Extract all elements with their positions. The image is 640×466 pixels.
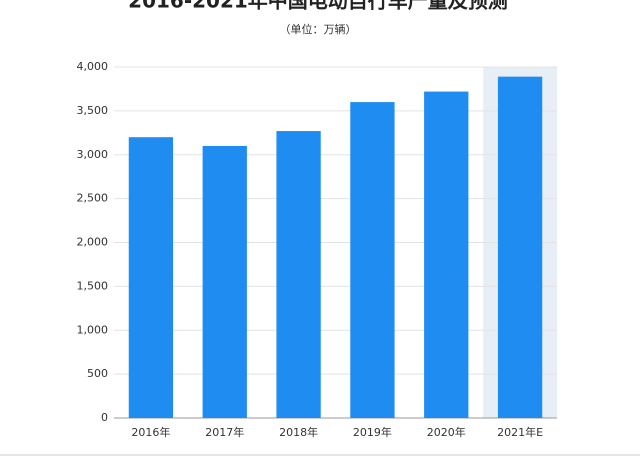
bar xyxy=(497,76,543,418)
y-tick-label: 3,500 xyxy=(77,104,109,117)
bar xyxy=(128,137,174,418)
y-tick-label: 1,500 xyxy=(77,279,109,292)
bar xyxy=(350,102,395,418)
y-tick-label: 0 xyxy=(101,411,108,424)
x-tick-label: 2020年 xyxy=(427,425,466,439)
y-tick-label: 1,000 xyxy=(77,323,109,336)
y-tick-label: 4,000 xyxy=(77,60,109,73)
x-tick-label: 2021年E xyxy=(497,425,543,439)
y-tick-label: 2,500 xyxy=(77,192,109,205)
bar xyxy=(424,91,469,418)
x-tick-label: 2016年 xyxy=(131,425,170,439)
chart-title: 2016-2021年中国电动自行车产量及预测 xyxy=(128,0,508,13)
y-tick-label: 500 xyxy=(87,367,108,380)
x-tick-label: 2018年 xyxy=(279,425,318,439)
y-tick-label: 3,000 xyxy=(77,148,109,161)
bar xyxy=(276,131,321,418)
y-tick-label: 2,000 xyxy=(77,236,109,249)
bar xyxy=(202,145,247,418)
chart-subtitle: （单位：万辆） xyxy=(280,22,357,36)
x-tick-label: 2019年 xyxy=(353,425,392,439)
x-tick-label: 2017年 xyxy=(205,425,244,439)
